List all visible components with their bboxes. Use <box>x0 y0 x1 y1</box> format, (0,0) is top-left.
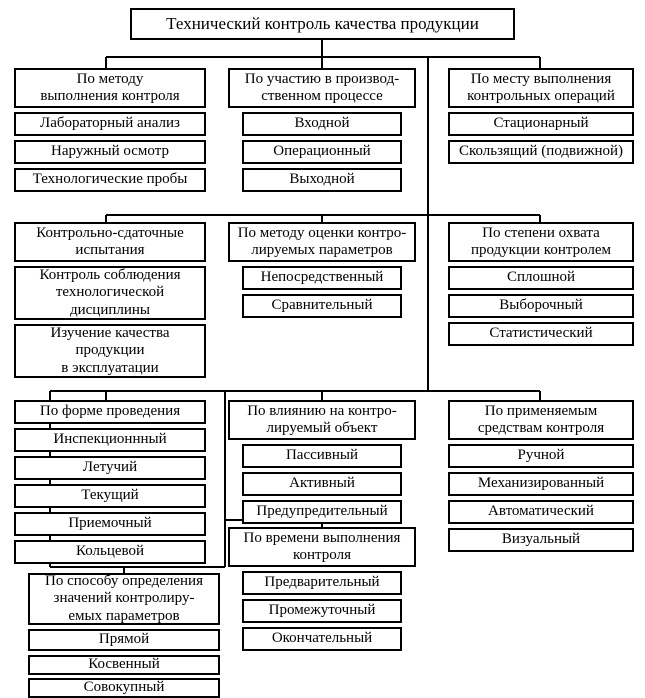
root-label: Технический контроль качества продукции <box>166 14 479 34</box>
col1-g2-item1: Контроль соблюдениятехнологическойдисцип… <box>14 266 206 320</box>
col3-g1-item1: Стационарный <box>448 112 634 136</box>
col1-g3-item4: Приемочный <box>14 512 206 536</box>
col1-g1-item1: Лабораторный анализ <box>14 112 206 136</box>
col2-g1-item2: Операционный <box>242 140 402 164</box>
col2-g3-item1: Пассивный <box>242 444 402 468</box>
col1-g4-item3: Совокупный <box>28 678 220 698</box>
col3-g3-header: По применяемымсредствам контроля <box>448 400 634 440</box>
col3-g3-item4: Визуальный <box>448 528 634 552</box>
col1-g1-header: По методувыполнения контроля <box>14 68 206 108</box>
col2-g1-item3: Выходной <box>242 168 402 192</box>
col1-g3-item2: Летучий <box>14 456 206 480</box>
col2-g3-item2: Активный <box>242 472 402 496</box>
col2-g3-item3: Предупредительный <box>242 500 402 524</box>
col3-g2-header: По степени охватапродукции контролем <box>448 222 634 262</box>
col3-g2-item3: Статистический <box>448 322 634 346</box>
col1-g2-header: Контрольно-сдаточныеиспытания <box>14 222 206 262</box>
col2-g4-header: По времени выполненияконтроля <box>228 527 416 567</box>
col1-g4-item1: Прямой <box>28 629 220 651</box>
col1-g3-item5: Кольцевой <box>14 540 206 564</box>
col3-g2-item1: Сплошной <box>448 266 634 290</box>
col2-g4-item2: Промежуточный <box>242 599 402 623</box>
col1-g4-item2: Косвенный <box>28 655 220 675</box>
col2-g2-item1: Непосредственный <box>242 266 402 290</box>
col1-g2-item2: Изучение качествапродукциив эксплуатации <box>14 324 206 378</box>
col2-g4-item1: Предварительный <box>242 571 402 595</box>
col1-g3-header: По форме проведения <box>14 400 206 424</box>
col1-g1-item2: Наружный осмотр <box>14 140 206 164</box>
col2-g1-item1: Входной <box>242 112 402 136</box>
col3-g3-item3: Автоматический <box>448 500 634 524</box>
root-box: Технический контроль качества продукции <box>130 8 515 40</box>
col3-g3-item2: Механизированный <box>448 472 634 496</box>
col2-g4-item3: Окончательный <box>242 627 402 651</box>
col2-g3-header: По влиянию на контро-лируемый объект <box>228 400 416 440</box>
col3-g1-header: По месту выполненияконтрольных операций <box>448 68 634 108</box>
col3-g1-item2: Скользящий (подвижной) <box>448 140 634 164</box>
col1-g4-header: По способу определениязначений контролир… <box>28 573 220 625</box>
col1-g3-item1: Инспекционнный <box>14 428 206 452</box>
col2-g2-header: По методу оценки контро-лируемых парамет… <box>228 222 416 262</box>
col3-g2-item2: Выборочный <box>448 294 634 318</box>
col2-g1-header: По участию в производ-ственном процессе <box>228 68 416 108</box>
col1-g1-item3: Технологические пробы <box>14 168 206 192</box>
col3-g3-item1: Ручной <box>448 444 634 468</box>
col1-g3-item3: Текущий <box>14 484 206 508</box>
col2-g2-item2: Сравнительный <box>242 294 402 318</box>
